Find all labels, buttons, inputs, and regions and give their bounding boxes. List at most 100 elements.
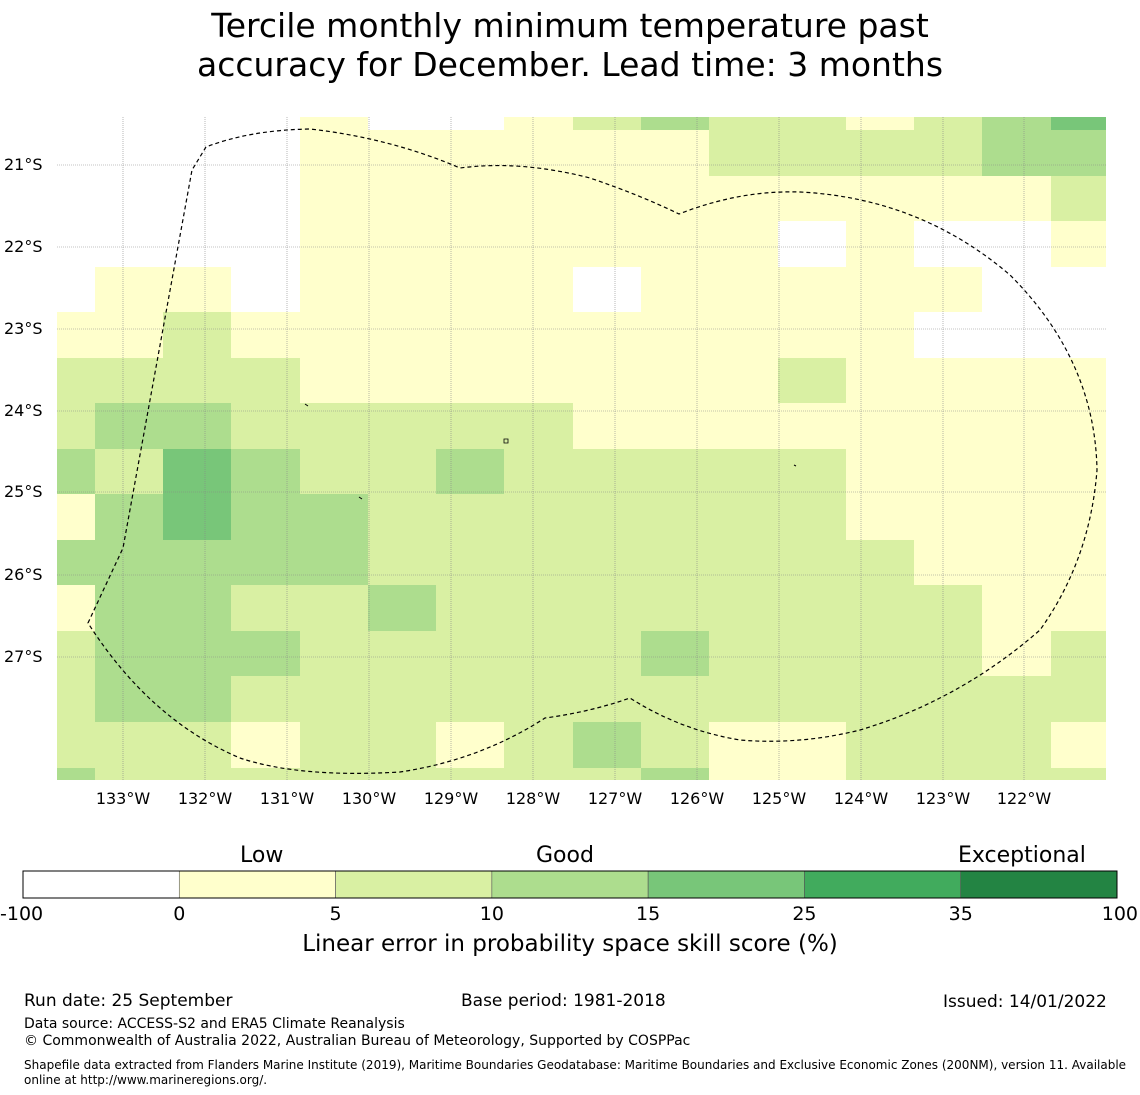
grid-cell — [778, 267, 846, 312]
grid-cell — [778, 768, 846, 780]
grid-cell — [778, 358, 846, 403]
grid-cell — [641, 631, 709, 676]
grid-cell — [368, 358, 436, 403]
grid-cell — [436, 494, 504, 540]
grid-cell — [368, 585, 436, 631]
grid-cell — [982, 312, 1051, 358]
grid-cell — [846, 722, 914, 768]
grid-cell — [95, 176, 163, 221]
grid-cell — [573, 130, 641, 176]
colorbar-segment — [960, 870, 1118, 899]
grid-cell — [504, 176, 573, 221]
grid-cell — [709, 676, 778, 722]
grid-cell — [95, 540, 163, 585]
grid-cell — [573, 312, 641, 358]
grid-cell — [914, 403, 982, 449]
grid-cell — [641, 176, 709, 221]
grid-cell — [436, 631, 504, 676]
grid-cell — [1051, 631, 1106, 676]
data-source: Data source: ACCESS-S2 and ERA5 Climate … — [24, 1016, 405, 1032]
latitude-label: 23°S — [4, 319, 43, 338]
grid-cell — [573, 540, 641, 585]
grid-cell — [914, 449, 982, 494]
grid-cell — [982, 676, 1051, 722]
grid-cell — [641, 768, 709, 780]
grid-cell — [504, 585, 573, 631]
colorbar-category-low: Low — [240, 843, 284, 868]
grid-cell — [846, 676, 914, 722]
grid-cell — [641, 403, 709, 449]
grid-cell — [57, 267, 95, 312]
grid-cell — [641, 358, 709, 403]
longitude-label: 126°W — [669, 789, 725, 808]
grid-cell — [709, 117, 778, 130]
grid-cell — [1051, 540, 1106, 585]
grid-cell — [436, 176, 504, 221]
grid-cell — [436, 449, 504, 494]
grid-cell — [163, 221, 231, 267]
colorbar-segment — [491, 870, 649, 899]
grid-cell — [57, 768, 95, 780]
grid-cell — [778, 312, 846, 358]
grid-cell — [231, 449, 300, 494]
grid-cell — [504, 358, 573, 403]
grid-cell — [57, 130, 95, 176]
grid-cell — [163, 722, 231, 768]
grid-cell — [709, 130, 778, 176]
colorbar-tick-label: 35 — [948, 903, 973, 925]
grid-cell — [504, 722, 573, 768]
grid-cell — [778, 676, 846, 722]
grid-cell — [231, 117, 300, 130]
grid-cell — [368, 221, 436, 267]
grid-cell — [436, 403, 504, 449]
grid-cell — [231, 768, 300, 780]
grid-cell — [300, 221, 368, 267]
grid-cell — [778, 449, 846, 494]
grid-cell — [300, 403, 368, 449]
grid-cell — [846, 176, 914, 221]
grid-cell — [436, 768, 504, 780]
grid-cell — [163, 312, 231, 358]
grid-cell — [163, 267, 231, 312]
grid-cell — [709, 358, 778, 403]
grid-cell — [709, 312, 778, 358]
grid-cell — [914, 494, 982, 540]
grid-cell — [57, 540, 95, 585]
grid-cell — [368, 130, 436, 176]
grid-cell — [573, 176, 641, 221]
grid-cell — [300, 676, 368, 722]
grid-cell — [1051, 494, 1106, 540]
grid-cell — [573, 449, 641, 494]
grid-cell — [709, 768, 778, 780]
chart-title: Tercile monthly minimum temperature past… — [0, 6, 1140, 84]
grid-cell — [641, 449, 709, 494]
grid-cell — [1051, 312, 1106, 358]
colorbar-segment — [335, 870, 493, 899]
grid-cell — [573, 631, 641, 676]
colorbar-tick-label: 5 — [329, 903, 342, 925]
latitude-label: 26°S — [4, 565, 43, 584]
grid-cell — [914, 312, 982, 358]
grid-cell — [778, 722, 846, 768]
grid-cell — [914, 267, 982, 312]
grid-cell — [504, 130, 573, 176]
grid-cell — [57, 676, 95, 722]
grid-cell — [57, 117, 95, 130]
grid-cell — [914, 585, 982, 631]
grid-cell — [914, 540, 982, 585]
grid-cell — [231, 358, 300, 403]
grid-cell — [504, 267, 573, 312]
grid-cell — [504, 768, 573, 780]
grid-cell — [300, 494, 368, 540]
grid-cell — [914, 631, 982, 676]
grid-cell — [641, 676, 709, 722]
grid-cell — [57, 403, 95, 449]
grid-cell — [95, 403, 163, 449]
grid-cell — [95, 130, 163, 176]
grid-cell — [846, 312, 914, 358]
grid-cell — [368, 676, 436, 722]
longitude-label: 131°W — [259, 789, 315, 808]
grid-cell — [1051, 267, 1106, 312]
colorbar — [22, 870, 1118, 899]
grid-cell — [504, 631, 573, 676]
